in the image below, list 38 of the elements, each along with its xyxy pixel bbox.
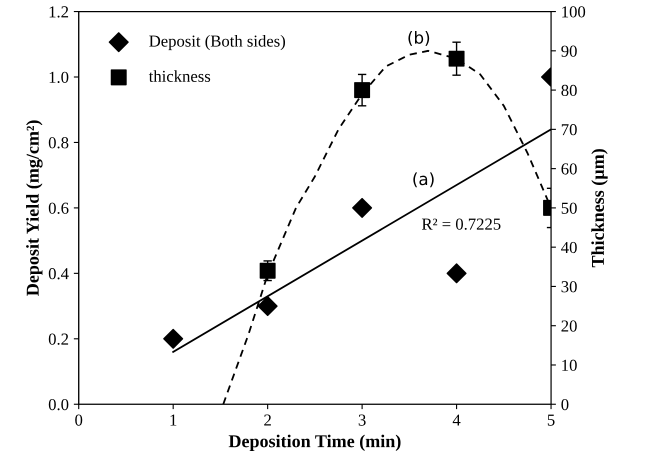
y2-tick-label: 90: [561, 46, 577, 57]
y2-tick-label: 0: [561, 398, 568, 410]
point: [352, 198, 372, 218]
point: [354, 82, 370, 98]
legend-label: thickness: [148, 70, 210, 82]
point: [446, 263, 467, 284]
point: [260, 262, 276, 279]
annotation: (b): [408, 30, 430, 46]
annotation: (a): [413, 172, 434, 188]
y-tick-label: 1.0: [50, 72, 68, 84]
y-axis-title: Deposit Yield (mg/cm²): [26, 120, 43, 296]
y2-tick-label: 60: [561, 163, 577, 175]
x-tick-label: 0: [75, 414, 82, 426]
y2-tick-label: 20: [561, 320, 577, 332]
y2-tick-label: 70: [562, 124, 577, 136]
legend-label: Deposit (Both sides): [149, 34, 286, 50]
y2-axis-title: Thickness (µm): [591, 149, 608, 268]
y-tick-label: 1.2: [50, 6, 68, 18]
y-tick-label: 0.6: [48, 202, 68, 214]
y2-tick-label: 100: [562, 6, 586, 18]
x-tick-label: 5: [548, 414, 555, 426]
x-axis-title: Deposition Time (min): [228, 434, 401, 452]
annotation: R² = 0.7225: [422, 218, 500, 230]
y2-tick-label: 50: [562, 202, 577, 214]
point: [163, 328, 184, 349]
y-tick-label: 0.2: [48, 334, 68, 345]
point: [258, 296, 278, 316]
y2-tick-label: 40: [561, 242, 577, 254]
x-tick-label: 3: [358, 414, 366, 426]
x-tick-label: 2: [264, 414, 271, 426]
y-tick-label: 0.4: [48, 268, 69, 280]
x-tick-label: 4: [452, 414, 460, 426]
y2-tick-label: 30: [562, 281, 577, 292]
y2-tick-label: 10: [562, 360, 577, 371]
x-tick-label: 1: [170, 414, 176, 426]
y-tick-label: 0.8: [48, 137, 68, 148]
y-tick-label: 0.0: [48, 398, 68, 410]
y2-tick-label: 80: [561, 84, 577, 96]
